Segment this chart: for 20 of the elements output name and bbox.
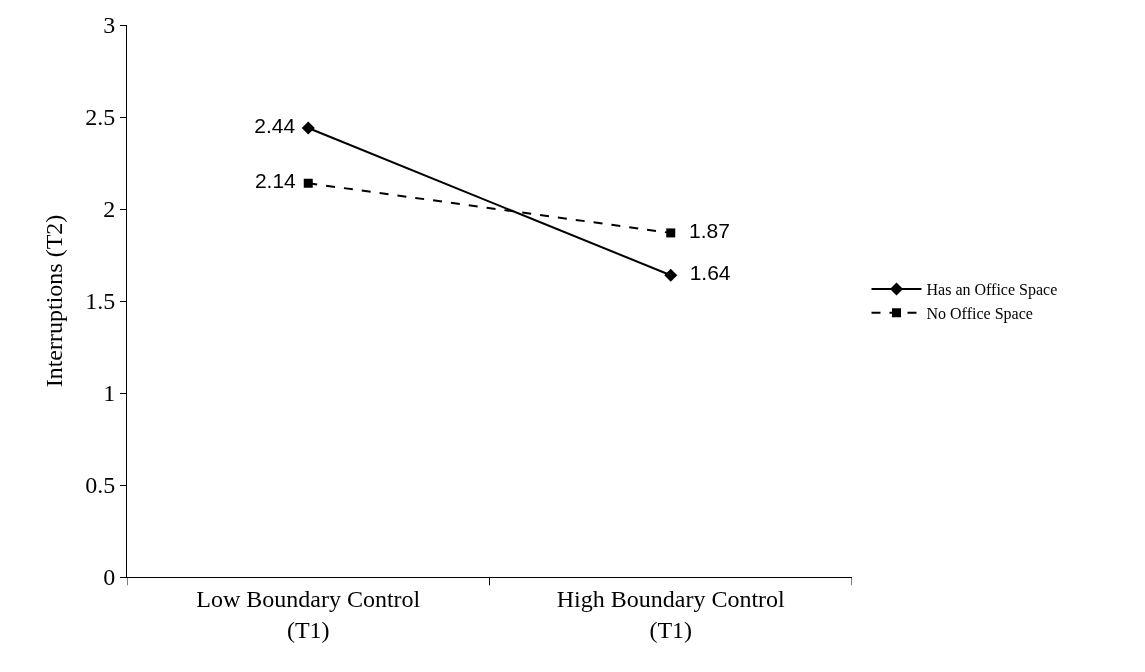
y-tick-label: 2 [103, 196, 116, 223]
point [666, 228, 676, 238]
point [664, 268, 678, 282]
y-axis-title: Interruptions (T2) [41, 214, 68, 388]
y-tick-label: 1.5 [85, 288, 116, 315]
y-tick-label: 0 [103, 564, 116, 591]
data-label: 1.87 [677, 219, 730, 243]
x-tick-label: High Boundary Control (T1) [556, 585, 786, 643]
y-tick-label: 1 [103, 380, 116, 407]
legend-label: Has an Office Space [926, 281, 1058, 300]
point [301, 121, 315, 135]
y-tick-label: 0.5 [85, 472, 116, 499]
data-label: 2.44 [254, 114, 301, 138]
data-label: 1.64 [678, 261, 731, 285]
point [303, 178, 313, 188]
x-tick-label: Low Boundary Control (T1) [196, 585, 421, 643]
legend-label: No Office Space [926, 304, 1033, 323]
data-label: 2.14 [254, 169, 302, 193]
y-tick-label: 3 [103, 12, 116, 39]
y-tick-label: 2.5 [85, 104, 116, 131]
